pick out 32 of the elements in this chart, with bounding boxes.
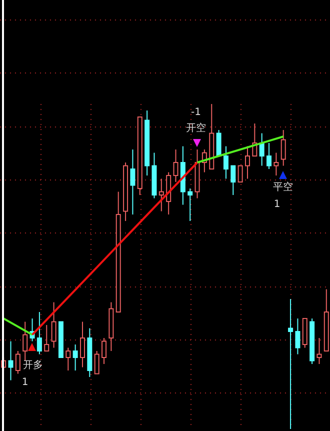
candlestick <box>130 149 136 215</box>
candlestick <box>280 130 286 166</box>
candlestick <box>22 321 28 362</box>
candlestick <box>8 340 14 381</box>
candlestick <box>94 350 100 374</box>
candlestick <box>295 318 300 355</box>
candlestick <box>72 344 78 371</box>
candlestick <box>102 338 107 364</box>
candlestick <box>244 146 250 180</box>
candlestick <box>316 338 322 364</box>
candlestick <box>44 324 50 352</box>
candlestick <box>259 132 264 166</box>
candlestick <box>173 149 178 182</box>
candlestick <box>66 347 71 371</box>
candlestick <box>36 312 42 355</box>
candlestick <box>80 321 85 368</box>
annotation: 开多 <box>23 359 43 371</box>
candlestick <box>51 302 56 348</box>
candlestick <box>266 142 272 170</box>
candlestick <box>158 178 164 212</box>
annotation: 1 <box>274 199 280 210</box>
annotation: -1 <box>191 107 201 118</box>
candlestick <box>274 152 279 176</box>
annotation: 开空 <box>186 122 206 134</box>
candlestick <box>238 165 243 182</box>
annotation: 1 <box>22 377 28 388</box>
annotation: 平空 <box>273 181 293 193</box>
candlestick <box>188 188 193 222</box>
candlestick <box>15 350 20 374</box>
candlestick <box>223 146 228 180</box>
candlestick <box>216 130 222 156</box>
candlestick <box>230 165 236 196</box>
